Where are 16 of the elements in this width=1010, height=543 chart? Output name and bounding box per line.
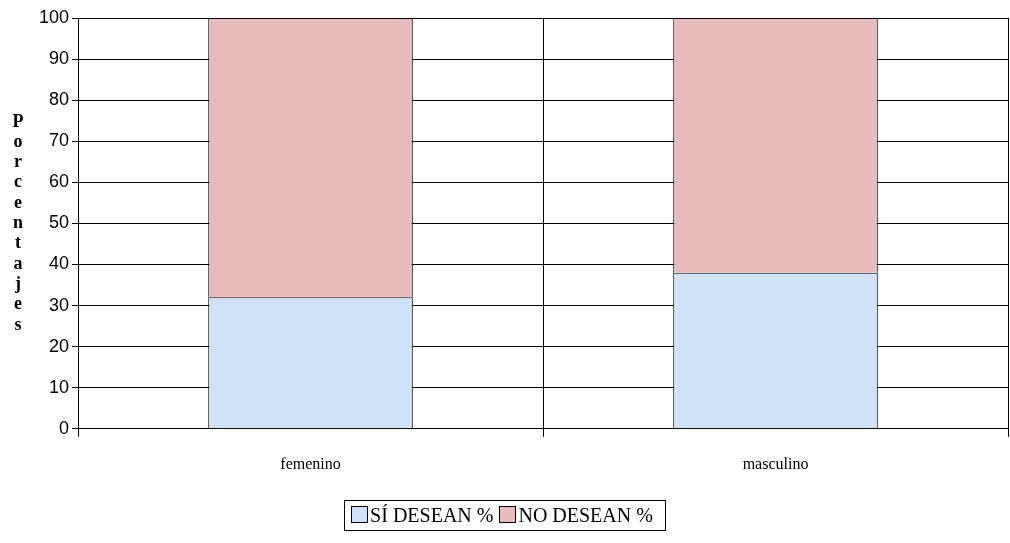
legend-label: SÍ DESEAN % (369, 504, 494, 526)
y-tick-label: 10 (49, 376, 70, 397)
y-tick-label: 80 (49, 89, 70, 110)
y-tick-label: 20 (49, 335, 70, 356)
y-tick-label: 90 (49, 48, 70, 69)
y-tick-label: 30 (49, 294, 70, 315)
y-tick-label: 0 (59, 417, 70, 438)
y-tick-label: 70 (49, 130, 70, 151)
y-tick-label: 100 (38, 6, 70, 27)
text: Porcentajes (12, 110, 24, 334)
x-tick-label: masculino (742, 454, 809, 472)
y-tick-label: 50 (49, 212, 70, 233)
legend-label: NO DESEAN % (517, 504, 653, 526)
x-tick-label: femenino (280, 454, 341, 472)
y-tick-label: 40 (49, 253, 70, 274)
y-tick-label: 60 (49, 171, 70, 192)
